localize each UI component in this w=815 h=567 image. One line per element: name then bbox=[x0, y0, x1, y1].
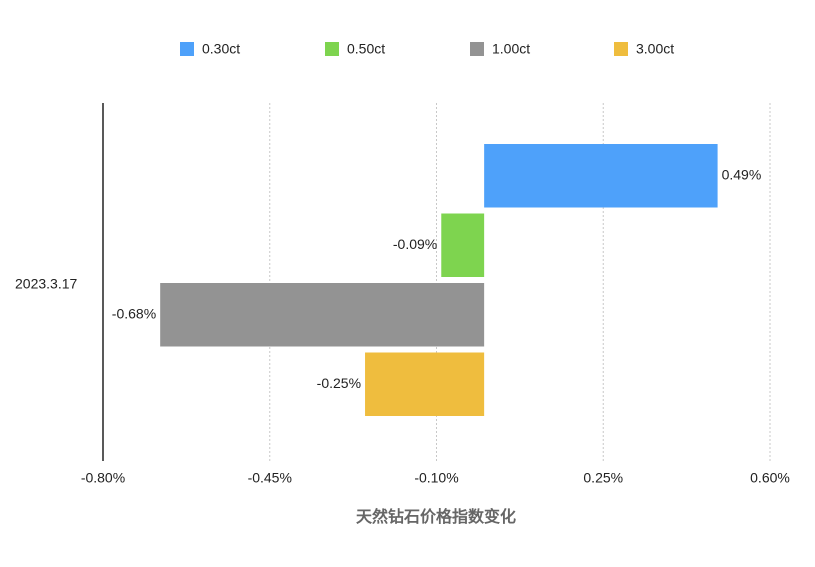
y-tick-label: 2023.3.17 bbox=[15, 276, 77, 292]
legend-swatch bbox=[614, 42, 628, 56]
legend-label: 1.00ct bbox=[492, 41, 530, 57]
legend-label: 3.00ct bbox=[636, 41, 674, 57]
x-tick-label: -0.45% bbox=[248, 470, 292, 486]
data-label: -0.68% bbox=[112, 305, 156, 321]
legend-swatch bbox=[180, 42, 194, 56]
data-label: 0.49% bbox=[722, 166, 762, 182]
bar bbox=[365, 352, 485, 416]
legend-swatch bbox=[470, 42, 484, 56]
legend-label: 0.30ct bbox=[202, 41, 240, 57]
legend-swatch bbox=[325, 42, 339, 56]
bar bbox=[441, 213, 485, 277]
x-tick-label: 0.25% bbox=[583, 470, 623, 486]
data-label: -0.25% bbox=[317, 375, 361, 391]
x-tick-label: -0.10% bbox=[414, 470, 458, 486]
x-tick-label: -0.80% bbox=[81, 470, 125, 486]
bar bbox=[484, 144, 718, 208]
data-label: -0.09% bbox=[393, 236, 437, 252]
x-axis-title: 天然钻石价格指数变化 bbox=[356, 507, 516, 526]
x-tick-label: 0.60% bbox=[750, 470, 790, 486]
legend-label: 0.50ct bbox=[347, 41, 385, 57]
bar bbox=[160, 283, 485, 347]
